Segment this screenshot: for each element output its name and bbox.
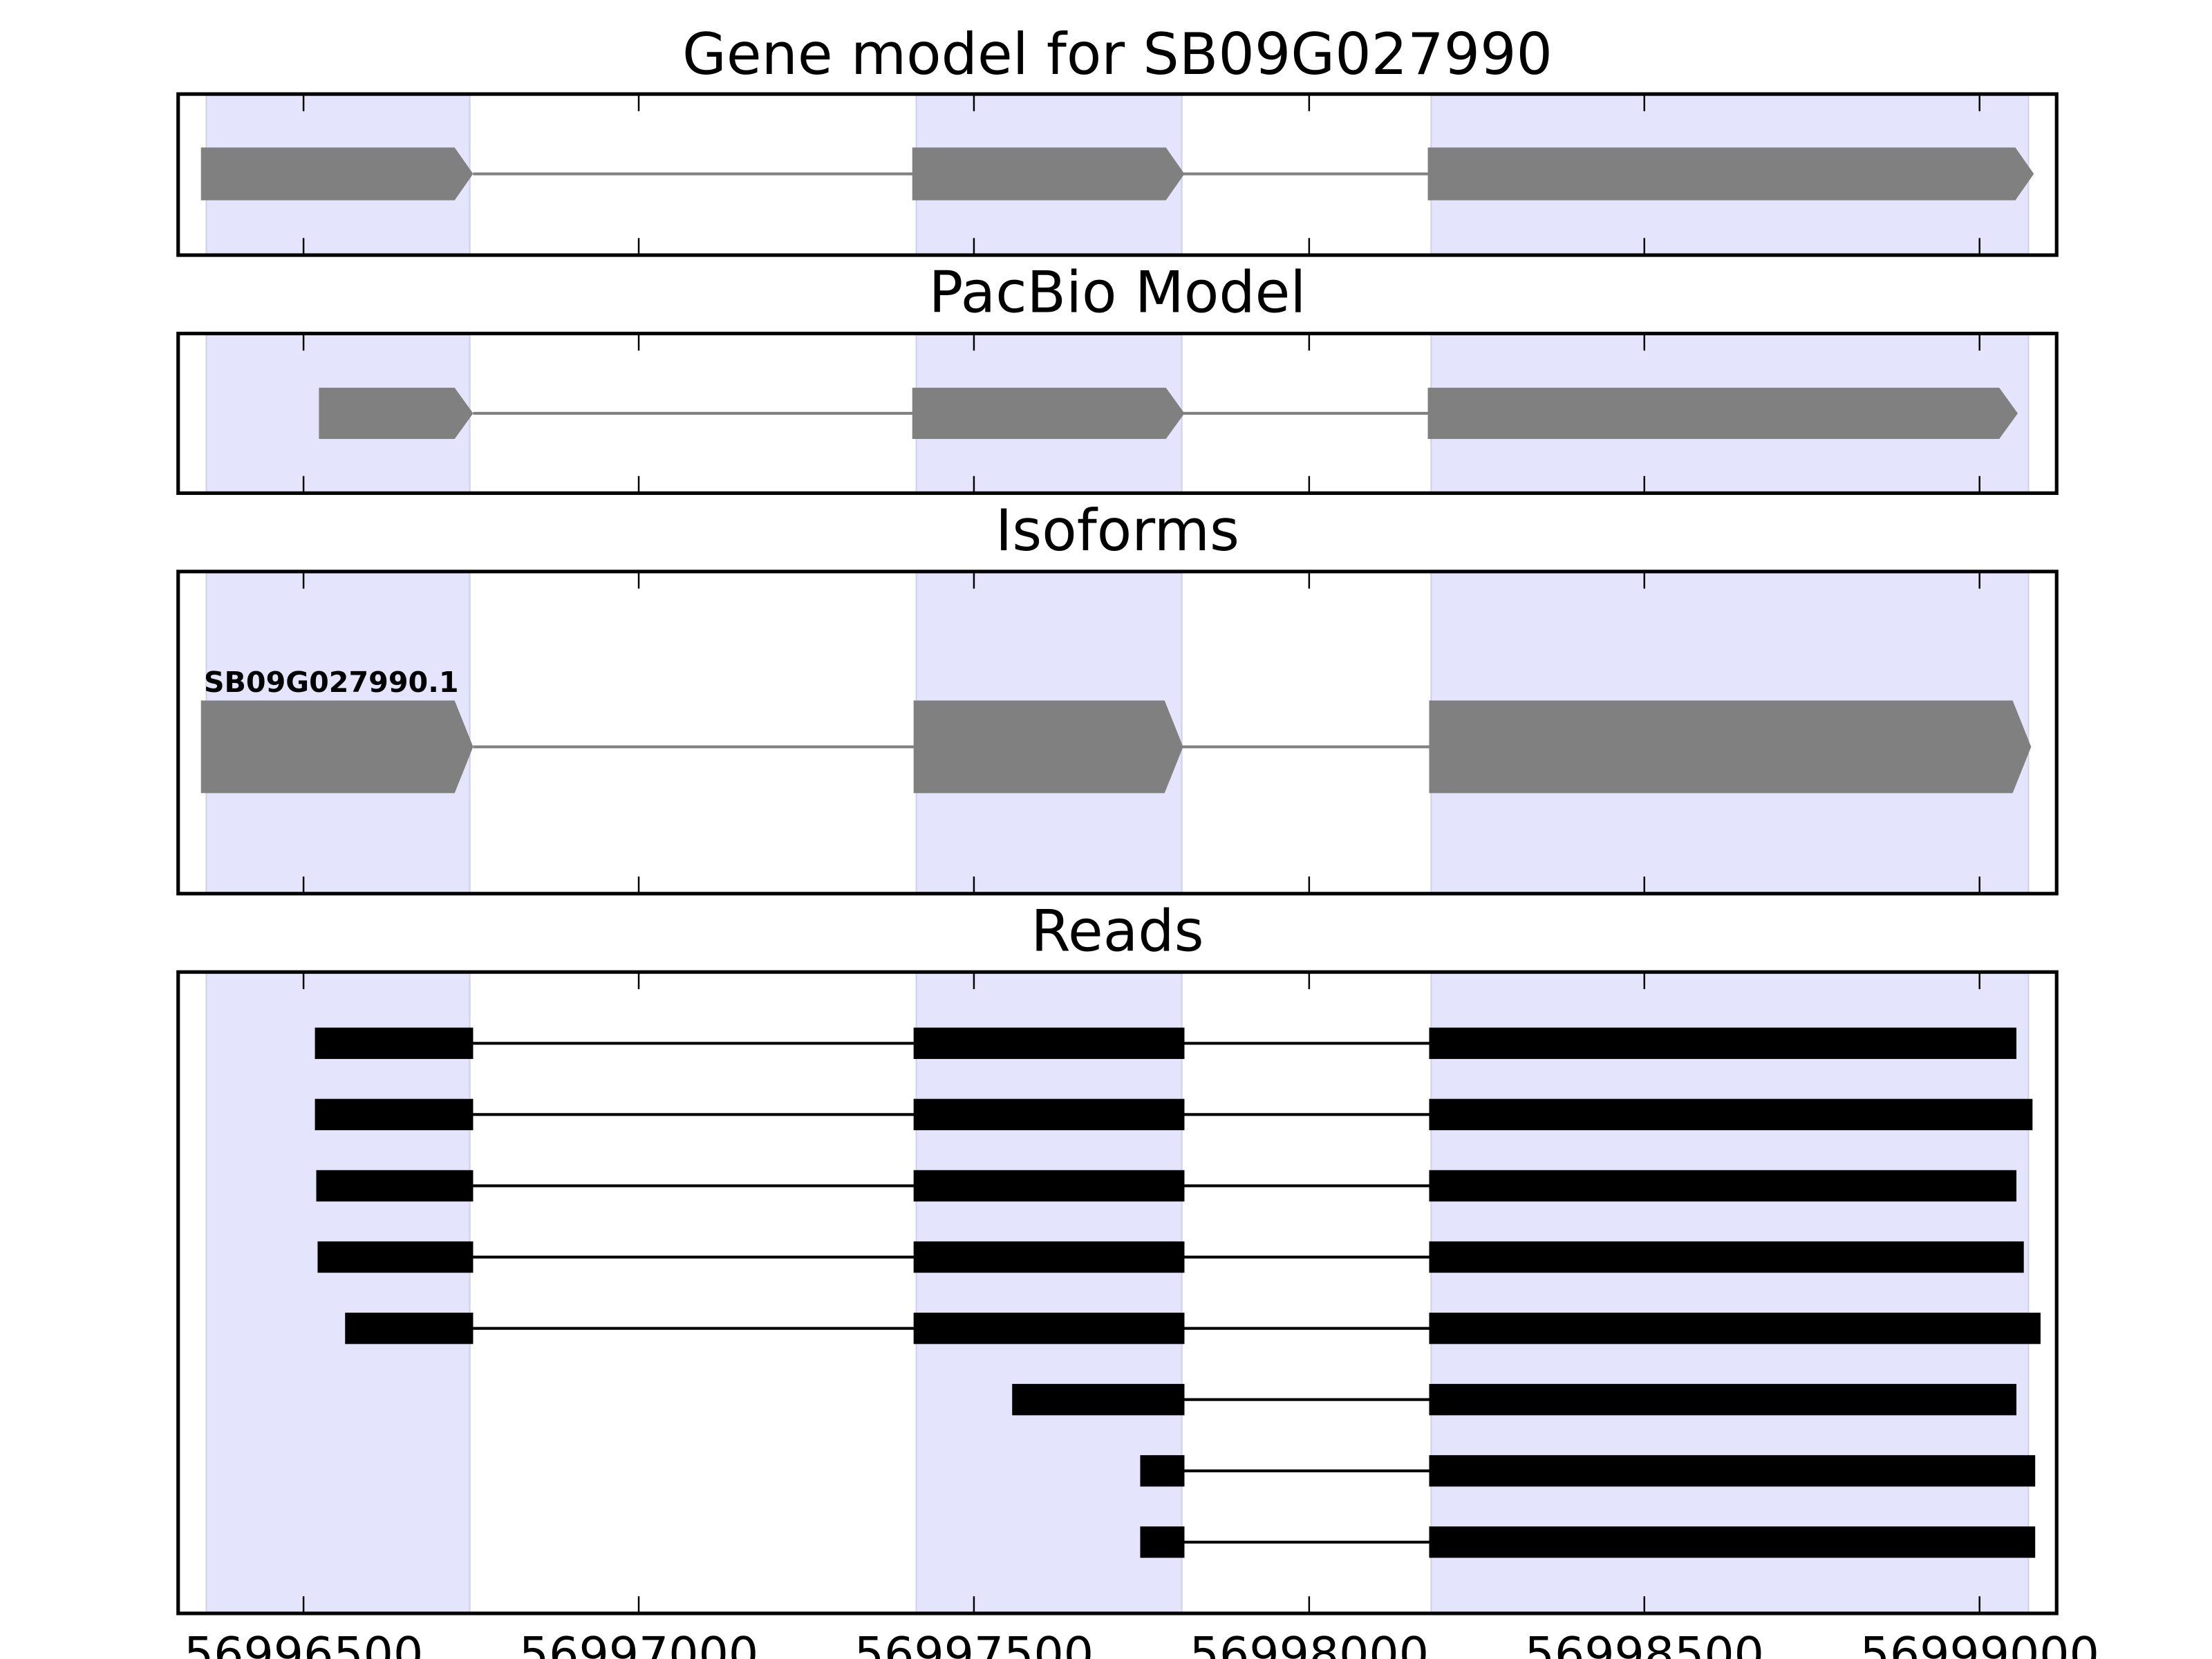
read-exon: [1429, 1098, 2033, 1131]
read-exon: [345, 1312, 474, 1344]
read-exon: [1140, 1526, 1185, 1558]
panel-title: PacBio Model: [929, 260, 1306, 326]
x-tick-label: 56996500: [184, 1627, 423, 1659]
isoform-label: SB09G027990.1: [204, 666, 459, 699]
exon-arrow: [319, 387, 474, 440]
read-exon: [1429, 1241, 2024, 1273]
read-exon: [1140, 1455, 1185, 1487]
exon-arrow: [200, 700, 474, 794]
panel-title: Isoforms: [995, 498, 1239, 564]
exon-arrow: [912, 147, 1185, 200]
panel-title: Reads: [1031, 898, 1203, 964]
panel-pacbio-model: PacBio Model: [176, 260, 2059, 495]
model-track: [319, 387, 2018, 440]
exon-arrow: [912, 387, 1185, 440]
read-exon: [1429, 1455, 2036, 1487]
panel-frame: [176, 570, 2059, 896]
read-track: [1012, 1384, 2017, 1416]
x-tick-label: 56998500: [1525, 1627, 1764, 1659]
read-exon: [1429, 1027, 2017, 1059]
read-track: [315, 1027, 2017, 1059]
read-exon: [1429, 1170, 2017, 1202]
x-tick-label: 56999000: [1860, 1627, 2099, 1659]
panel-frame: [176, 331, 2059, 495]
read-exon: [913, 1027, 1185, 1059]
read-exon: [913, 1312, 1185, 1344]
read-track: [317, 1241, 2024, 1273]
exon-arrow: [1429, 700, 2032, 794]
panel-reads: Reads: [176, 898, 2059, 1615]
read-exon: [1429, 1312, 2041, 1344]
read-track: [316, 1170, 2017, 1202]
exon-arrow: [200, 147, 474, 200]
x-tick-label: 56998000: [1190, 1627, 1429, 1659]
panel-frame: [176, 970, 2059, 1615]
model-track: SB09G027990.1: [200, 666, 2032, 794]
highlight-region: [205, 971, 471, 1615]
read-track: [345, 1312, 2041, 1344]
panel-frame: [176, 92, 2059, 257]
highlight-region: [1430, 971, 2030, 1615]
read-exon: [913, 1241, 1185, 1273]
panel-gene-model-for-sb09g027990: Gene model for SB09G027990: [176, 21, 2059, 257]
read-exon: [315, 1027, 474, 1059]
read-exon: [1429, 1526, 2036, 1558]
read-exon: [315, 1098, 474, 1131]
read-track: [1140, 1455, 2036, 1487]
read-exon: [1012, 1384, 1185, 1416]
read-track: [1140, 1526, 2036, 1558]
read-track: [315, 1098, 2033, 1131]
read-exon: [913, 1098, 1185, 1131]
x-tick-label: 56997000: [519, 1627, 758, 1659]
panel-title: Gene model for SB09G027990: [682, 21, 1553, 88]
exon-arrow: [1427, 387, 2018, 440]
read-exon: [913, 1170, 1185, 1202]
read-exon: [1429, 1384, 2017, 1416]
read-exon: [316, 1170, 474, 1202]
model-track: [200, 147, 2034, 200]
exon-arrow: [1427, 147, 2034, 200]
exon-arrow: [913, 700, 1183, 794]
x-tick-label: 56997500: [854, 1627, 1094, 1659]
highlight-region: [915, 971, 1183, 1615]
read-exon: [317, 1241, 474, 1273]
panel-isoforms: Isoforms SB09G027990.1: [176, 498, 2059, 896]
